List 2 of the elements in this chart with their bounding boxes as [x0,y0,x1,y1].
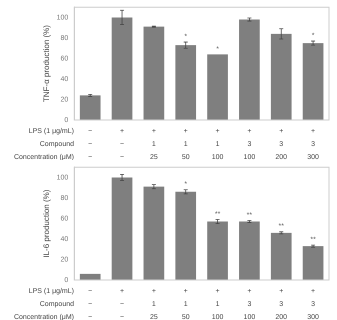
y-axis-title: TNF-α production (%) [42,24,52,102]
y-axis-title: IL-6 production (%) [42,189,52,258]
